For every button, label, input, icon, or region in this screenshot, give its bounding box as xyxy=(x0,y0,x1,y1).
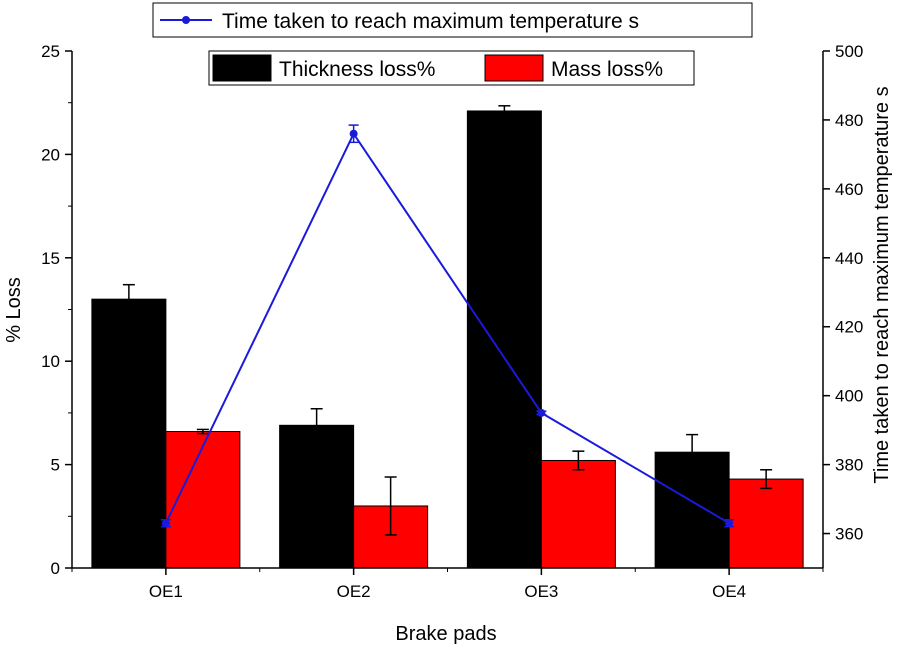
legend-mass-swatch xyxy=(484,54,544,82)
y2-tick-label: 500 xyxy=(835,42,863,61)
legend-line-box xyxy=(152,2,753,38)
y2-tick-label: 380 xyxy=(835,456,863,475)
y2-tick-label: 440 xyxy=(835,249,863,268)
y2-tick-label: 420 xyxy=(835,318,863,337)
y2-tick-label: 460 xyxy=(835,180,863,199)
y-tick-label: 25 xyxy=(41,42,60,61)
ticks-layer: 0 5 10 15 20 25 360 380 400 420 440 460 480 500 OE1 OE2… xyxy=(41,42,863,601)
y2-tick-label: 480 xyxy=(835,111,863,130)
legend-thickness-swatch xyxy=(212,54,272,82)
y2-tick-label: 400 xyxy=(835,387,863,406)
y-tick-label: 0 xyxy=(51,559,60,578)
bar-mass-oe4 xyxy=(728,478,804,569)
x-tick-label: OE1 xyxy=(149,582,183,601)
line-layer xyxy=(160,124,735,528)
legend-mass-label: Mass loss% xyxy=(551,58,663,81)
legend-line-marker xyxy=(182,16,190,24)
bars-layer xyxy=(91,105,804,569)
bar-thickness-oe1 xyxy=(91,298,167,569)
y-tick-label: 20 xyxy=(41,145,60,164)
legend-line-label: Time taken to reach maximum temperature … xyxy=(222,10,639,33)
x-tick-label: OE3 xyxy=(524,582,558,601)
line-point-oe2 xyxy=(349,129,358,138)
y2-axis-title: Time taken to reach maximum temperature … xyxy=(871,86,893,483)
line-time-to-max-temp xyxy=(164,131,730,525)
bar-mass-oe3 xyxy=(540,459,616,569)
x-tick-label: OE2 xyxy=(337,582,371,601)
line-point-oe4 xyxy=(725,519,734,528)
y-tick-label: 10 xyxy=(41,352,60,371)
y-tick-label: 15 xyxy=(41,249,60,268)
x-axis-title: Brake pads xyxy=(395,623,496,645)
bar-thickness-oe3 xyxy=(466,110,542,569)
y-tick-label: 5 xyxy=(51,456,60,475)
y2-tick-label: 360 xyxy=(835,525,863,544)
legend-bars-box xyxy=(208,50,695,86)
legend-thickness-label: Thickness loss% xyxy=(279,58,435,81)
x-tick-label: OE4 xyxy=(712,582,746,601)
line-point-oe3 xyxy=(537,408,546,417)
bar-thickness-oe2 xyxy=(279,424,355,569)
line-point-oe1 xyxy=(161,519,170,528)
legend-bars: Thickness loss% Mass loss% xyxy=(208,50,695,86)
legend-line: Time taken to reach maximum temperature … xyxy=(152,2,753,38)
y-axis-title: % Loss xyxy=(3,277,25,343)
